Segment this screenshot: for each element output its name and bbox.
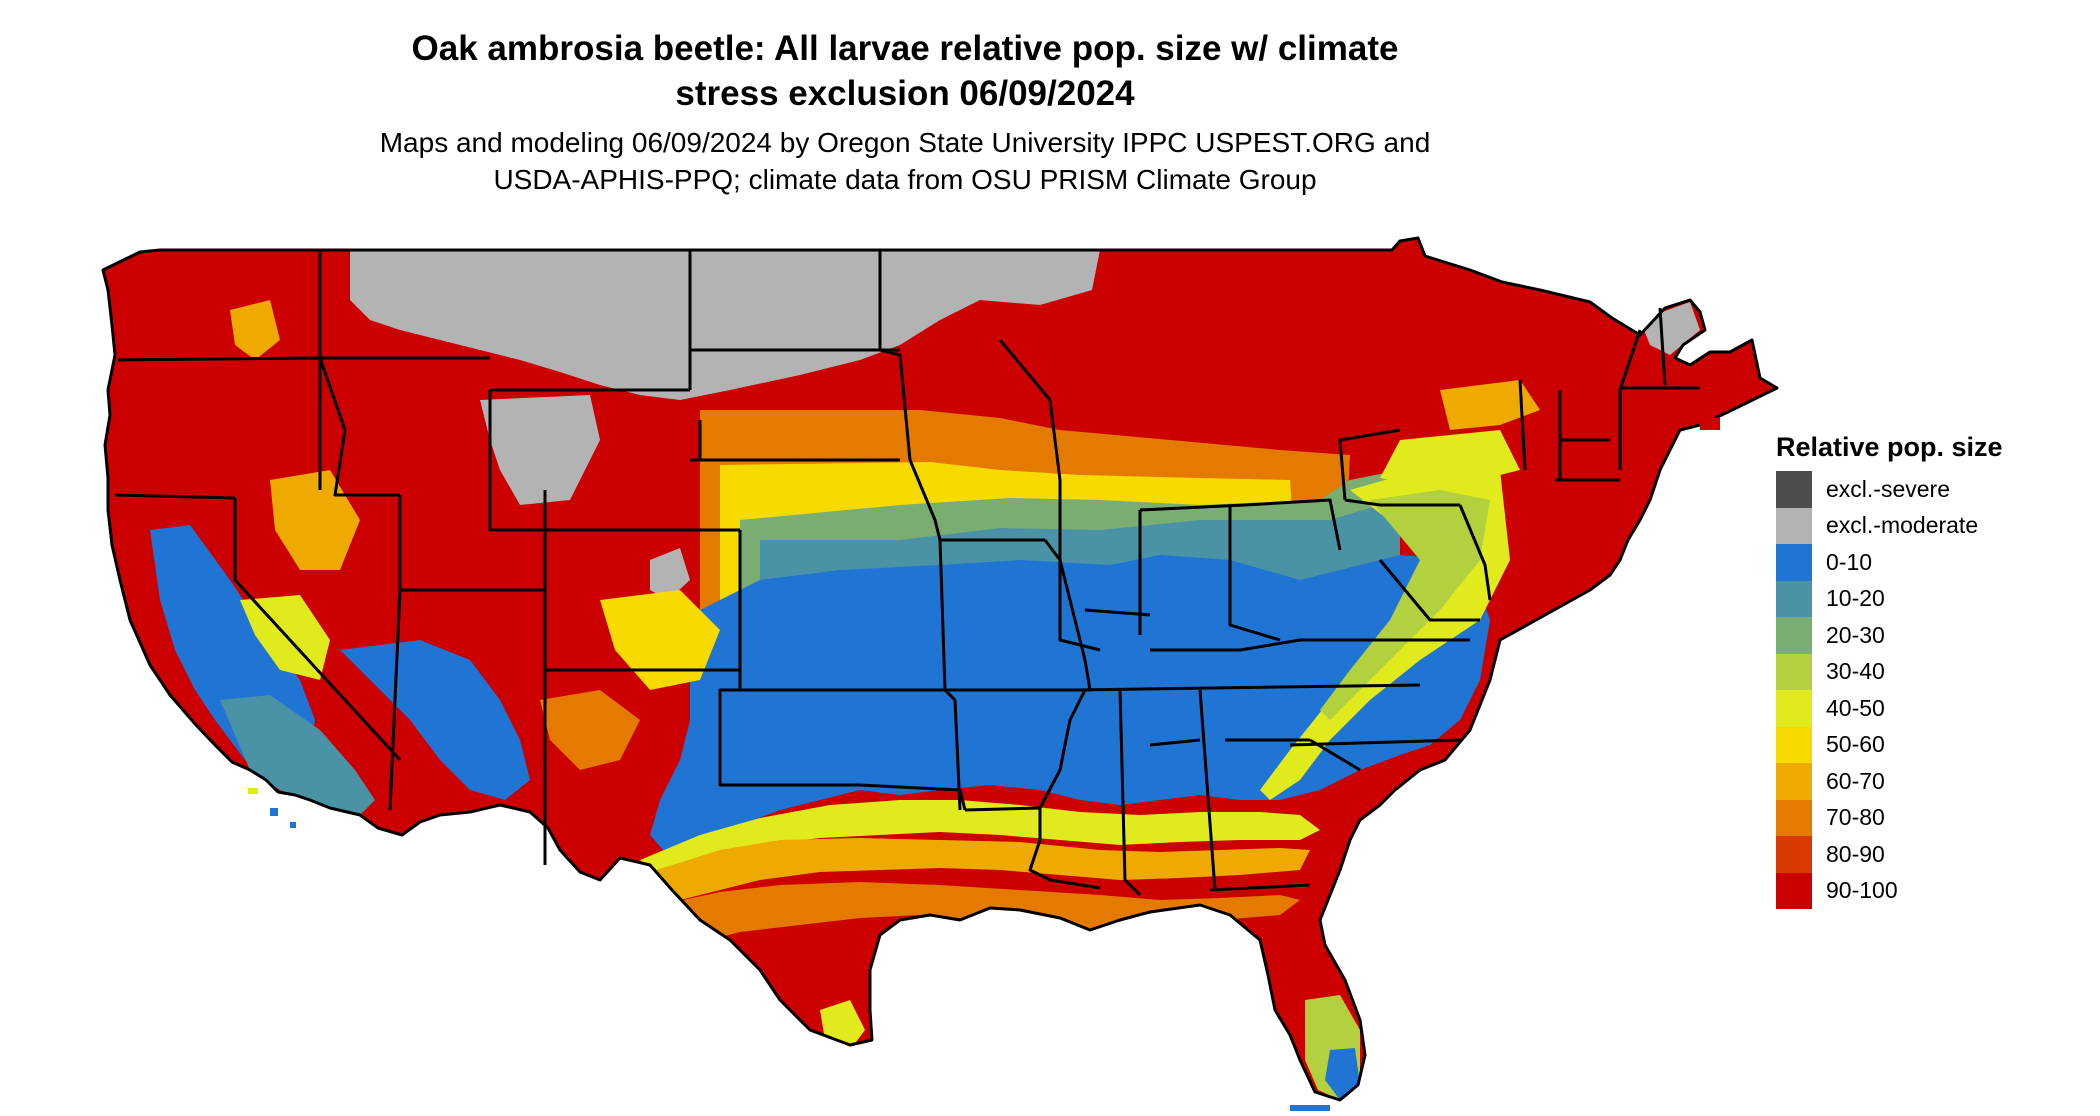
legend-item: 20-30 [1776,617,2076,654]
map-subtitle-line-1: Maps and modeling 06/09/2024 by Oregon S… [379,127,1431,158]
legend-swatch [1776,836,1812,873]
legend-label: 30-40 [1826,658,1885,685]
legend-item: 70-80 [1776,799,2076,836]
legend-title: Relative pop. size [1776,432,2003,462]
legend-item: excl.-severe [1776,471,2076,508]
risk-raster [103,238,1777,1100]
map-subtitle-line-2: USDA-APHIS-PPQ; climate data from OSU PR… [493,164,1317,195]
state-boundaries [101,236,1779,1102]
legend-item: 10-20 [1776,580,2076,617]
legend-items: excl.-severe excl.-moderate 0-10 10-20 20-30… [1776,471,2076,909]
legend-item: 0-10 [1776,544,2076,581]
legend-swatch [1776,872,1812,909]
legend-swatch [1776,653,1812,690]
legend-label: 90-100 [1826,877,1898,904]
legend-swatch [1776,507,1812,544]
legend-swatch [1776,471,1812,508]
legend-label: excl.-severe [1826,475,1950,502]
map-title-line-2: stress exclusion 06/09/2024 [675,74,1135,113]
coastal-islands [248,418,1720,1111]
legend-swatch [1776,544,1812,581]
legend-label: 50-60 [1826,731,1885,758]
legend-item: 40-50 [1776,690,2076,727]
legend-item: excl.-moderate [1776,507,2076,544]
legend-item: 30-40 [1776,653,2076,690]
legend-item: 50-60 [1776,726,2076,763]
legend-swatch [1776,726,1812,763]
legend-item: 90-100 [1776,872,2076,909]
legend-label: 60-70 [1826,767,1885,794]
legend-swatch [1776,617,1812,654]
legend-swatch [1776,799,1812,836]
legend-label: 20-30 [1826,621,1885,648]
legend: Relative pop. size excl.-severe excl.-mod… [1776,430,2076,909]
legend-label: 70-80 [1826,804,1885,831]
legend-label: 0-10 [1826,548,1873,575]
map-title-line-1: Oak ambrosia beetle: All larvae relative… [411,29,1399,68]
legend-label: 10-20 [1826,585,1885,612]
legend-swatch [1776,763,1812,800]
map-subtitle: Maps and modeling 06/09/2024 by Oregon S… [0,124,1810,198]
legend-label: 40-50 [1826,694,1885,721]
legend-item: 60-70 [1776,763,2076,800]
legend-label: excl.-moderate [1826,512,1979,539]
legend-swatch [1776,690,1812,727]
legend-item: 80-90 [1776,836,2076,873]
map-title: Oak ambrosia beetle: All larvae relative… [0,26,1810,116]
legend-label: 80-90 [1826,840,1885,867]
legend-swatch [1776,580,1812,617]
